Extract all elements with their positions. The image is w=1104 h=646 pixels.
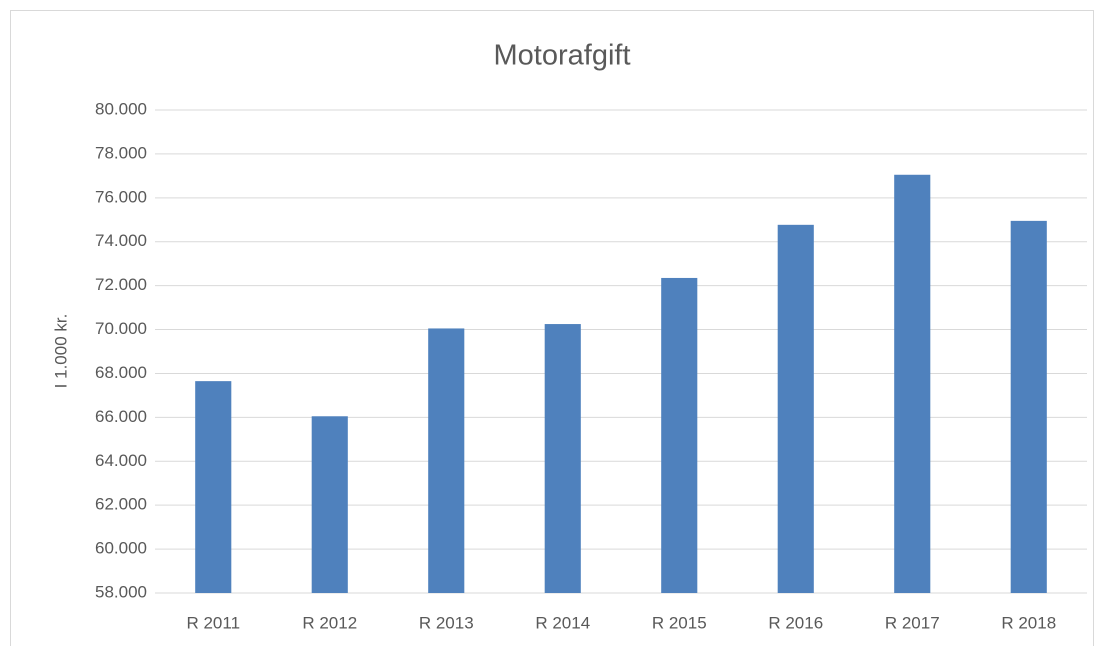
- bar: [311, 416, 348, 593]
- bar: [195, 381, 232, 593]
- bar: [894, 174, 931, 593]
- y-tick-label: 70.000: [95, 319, 147, 338]
- y-tick-label: 78.000: [95, 143, 147, 162]
- y-tick-label: 76.000: [95, 187, 147, 206]
- x-tick-label: R 2018: [1001, 613, 1056, 632]
- y-tick-label: 80.000: [95, 99, 147, 118]
- bar: [777, 224, 814, 593]
- y-tick-label: 64.000: [95, 451, 147, 470]
- x-tick-label: R 2017: [885, 613, 940, 632]
- y-tick-label: 58.000: [95, 582, 147, 601]
- y-tick-label: 66.000: [95, 407, 147, 426]
- y-tick-label: 74.000: [95, 231, 147, 250]
- bar: [428, 328, 465, 593]
- y-axis-label: I 1.000 kr.: [51, 314, 70, 389]
- y-tick-label: 62.000: [95, 495, 147, 514]
- bar: [661, 277, 698, 593]
- chart-title: Motorafgift: [494, 40, 631, 72]
- x-tick-label: R 2016: [768, 613, 823, 632]
- chart-border: [10, 10, 1094, 646]
- x-tick-label: R 2014: [535, 613, 590, 632]
- y-tick-label: 60.000: [95, 539, 147, 558]
- x-tick-label: R 2015: [652, 613, 707, 632]
- bar: [1010, 220, 1047, 593]
- y-tick-label: 68.000: [95, 363, 147, 382]
- y-tick-label: 72.000: [95, 275, 147, 294]
- bar: [544, 324, 581, 593]
- x-tick-label: R 2012: [302, 613, 357, 632]
- x-tick-label: R 2013: [419, 613, 474, 632]
- x-tick-label: R 2011: [186, 613, 240, 632]
